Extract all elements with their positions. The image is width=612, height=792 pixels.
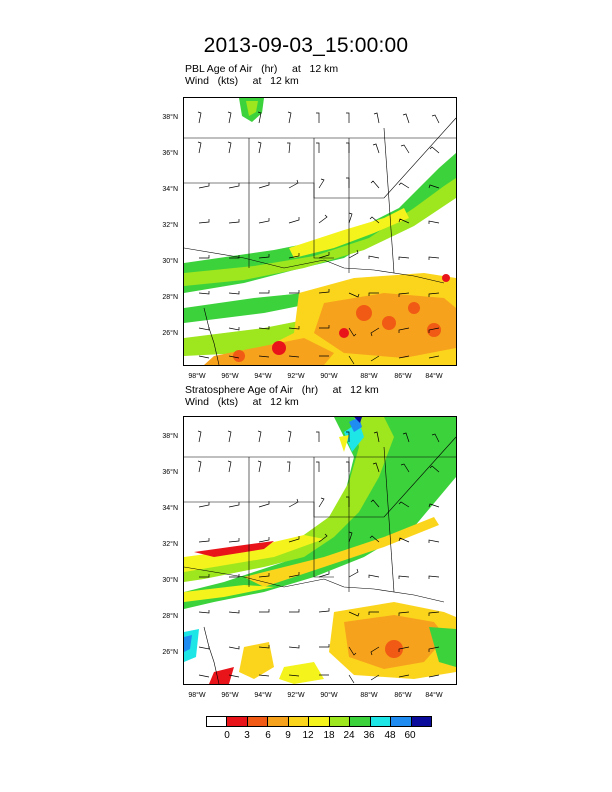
pbl-lat-36: 36°N (162, 150, 178, 157)
panel2-title-line1: Stratosphere Age of Air (hr) at 12 km (185, 384, 379, 396)
stratosphere-age-field (184, 417, 456, 684)
pbl-lat-30: 30°N (162, 258, 178, 265)
colorbar-label: 3 (244, 730, 250, 741)
pbl-lon-84: 84°W (425, 373, 443, 380)
strat-lon-88: 88°W (360, 692, 378, 699)
pbl-lon-96: 96°W (221, 373, 239, 380)
colorbar-box (370, 717, 392, 726)
strat-lat-36: 36°N (162, 469, 178, 476)
colorbar-label: 60 (404, 730, 416, 741)
colorbar-box (309, 717, 330, 726)
colorbar-box (268, 717, 289, 726)
colorbar-box (350, 717, 371, 726)
pbl-lat-34: 34°N (162, 186, 178, 193)
strat-lat-38: 38°N (162, 433, 178, 440)
strat-lat-28: 28°N (162, 613, 178, 620)
colorbar-box (288, 717, 310, 726)
pbl-lon-98: 98°W (188, 373, 206, 380)
colorbar-label: 48 (384, 730, 396, 741)
strat-lon-96: 96°W (221, 692, 239, 699)
pbl-lon-92: 92°W (287, 373, 305, 380)
panel1-title-line2: Wind (kts) at 12 km (185, 75, 299, 87)
stratosphere-age-map (183, 416, 457, 685)
strat-lat-34: 34°N (162, 505, 178, 512)
pbl-lat-28: 28°N (162, 294, 178, 301)
pbl-lat-26: 26°N (162, 330, 178, 337)
colorbar-label: 0 (224, 730, 230, 741)
colorbar-label: 9 (285, 730, 291, 741)
figure-title: 2013-09-03_15:00:00 (203, 34, 409, 57)
pbl-lat-38: 38°N (162, 114, 178, 121)
colorbar-box (247, 717, 269, 726)
strat-lat-26: 26°N (162, 649, 178, 656)
colorbar-label: 12 (302, 730, 314, 741)
colorbar-label: 6 (265, 730, 271, 741)
strat-lat-32: 32°N (162, 541, 178, 548)
colorbar-box (391, 717, 412, 726)
colorbar-box (329, 717, 351, 726)
colorbar-box (227, 717, 248, 726)
pbl-age-field (184, 98, 456, 365)
strat-lon-98: 98°W (188, 692, 206, 699)
pbl-lon-90: 90°W (320, 373, 338, 380)
colorbar-box (411, 717, 431, 726)
colorbar-label: 36 (363, 730, 375, 741)
strat-lon-86: 86°W (394, 692, 412, 699)
strat-lon-92: 92°W (287, 692, 305, 699)
pbl-lat-32: 32°N (162, 222, 178, 229)
panel1-title-line1: PBL Age of Air (hr) at 12 km (185, 63, 339, 75)
pbl-lon-88: 88°W (360, 373, 378, 380)
strat-lat-30: 30°N (162, 577, 178, 584)
colorbar (206, 716, 432, 727)
strat-lon-90: 90°W (320, 692, 338, 699)
strat-lon-94: 94°W (254, 692, 272, 699)
colorbar-label: 24 (343, 730, 355, 741)
panel2-title-line2: Wind (kts) at 12 km (185, 396, 299, 408)
colorbar-box (207, 717, 228, 726)
strat-lon-84: 84°W (425, 692, 443, 699)
pbl-age-map (183, 97, 457, 366)
pbl-lon-94: 94°W (254, 373, 272, 380)
pbl-lon-86: 86°W (394, 373, 412, 380)
colorbar-label: 18 (323, 730, 335, 741)
